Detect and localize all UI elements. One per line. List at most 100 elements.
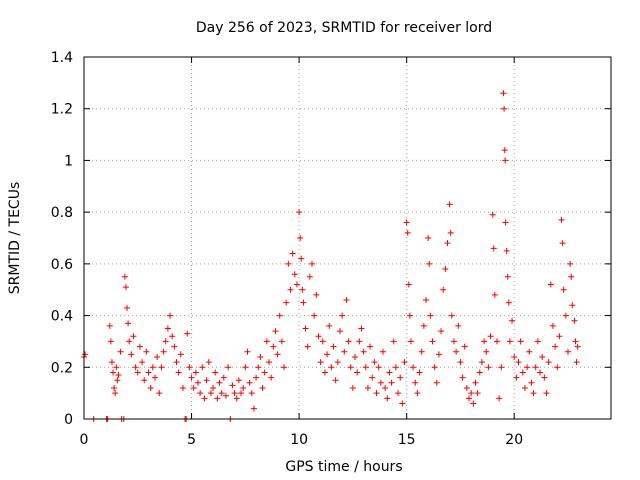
data-point (506, 338, 513, 345)
data-point (511, 353, 518, 360)
data-point (186, 364, 193, 371)
data-points (81, 90, 581, 422)
tick-labels: 0 0.2 0.4 0.6 0.8 1 1.2 1.4 0 5 10 15 20 (51, 50, 523, 448)
data-point (468, 390, 475, 397)
data-point (272, 328, 279, 335)
y-tick-label: 1 (64, 153, 73, 169)
data-point (300, 299, 307, 306)
x-tick-label: 0 (80, 432, 89, 448)
data-point (299, 286, 306, 293)
data-point (324, 351, 331, 358)
data-point (162, 338, 169, 345)
data-point (418, 348, 425, 355)
data-point (534, 338, 541, 345)
data-point (501, 105, 508, 112)
data-point (291, 271, 298, 278)
data-point (199, 364, 206, 371)
data-point (489, 211, 496, 218)
data-point (427, 312, 434, 319)
data-point (382, 384, 389, 391)
data-point (547, 281, 554, 288)
data-point (459, 374, 466, 381)
data-point (384, 395, 391, 402)
data-point (270, 343, 277, 350)
data-point (375, 364, 382, 371)
data-point (216, 379, 223, 386)
data-point (362, 364, 369, 371)
data-point (248, 390, 255, 397)
data-point (347, 364, 354, 371)
data-point (281, 364, 288, 371)
data-point (246, 379, 253, 386)
data-point (573, 359, 580, 366)
data-point (132, 364, 139, 371)
x-tick-label: 20 (505, 432, 523, 448)
data-point (261, 369, 268, 376)
data-point (235, 377, 242, 384)
data-point (405, 281, 412, 288)
data-point (339, 312, 346, 319)
data-point (446, 201, 453, 208)
data-point (276, 312, 283, 319)
data-point (493, 338, 500, 345)
data-point (349, 384, 356, 391)
data-point (440, 286, 447, 293)
data-point (358, 325, 365, 332)
data-point (111, 384, 118, 391)
data-point (136, 343, 143, 350)
data-point (218, 390, 225, 397)
data-point (425, 235, 432, 241)
data-point (401, 359, 408, 366)
data-point (569, 302, 576, 309)
data-point (519, 369, 526, 376)
data-point (309, 260, 316, 267)
data-point (438, 328, 445, 335)
data-point (233, 395, 240, 402)
data-point (487, 333, 494, 340)
data-point (559, 240, 566, 247)
y-tick-label: 0.4 (51, 309, 73, 325)
data-point (491, 291, 498, 298)
data-point (341, 348, 348, 355)
data-point (197, 390, 204, 397)
data-point (289, 250, 296, 257)
data-point (505, 299, 512, 306)
data-point (167, 312, 174, 319)
data-point (515, 359, 522, 366)
data-point (231, 390, 238, 397)
data-point (386, 369, 393, 376)
data-point (114, 377, 121, 384)
data-point (220, 374, 227, 381)
data-point (567, 260, 574, 267)
data-point (532, 364, 539, 371)
data-point (222, 392, 229, 399)
data-point (321, 369, 328, 376)
data-point (319, 338, 326, 345)
data-point (274, 351, 281, 358)
y-tick-label: 0.2 (51, 360, 73, 376)
data-point (509, 317, 516, 324)
data-point (448, 312, 455, 319)
data-point (128, 351, 135, 358)
data-point (568, 273, 575, 280)
data-point (528, 379, 535, 386)
y-tick-label: 0.6 (51, 257, 73, 273)
data-point (560, 286, 567, 293)
data-point (496, 395, 503, 402)
data-point (115, 372, 122, 379)
data-point (472, 379, 479, 386)
data-point (426, 260, 433, 267)
data-point (541, 374, 548, 381)
data-point (190, 384, 197, 391)
data-point (345, 338, 352, 345)
x-axis-label: GPS time / hours (285, 459, 402, 475)
data-point (517, 338, 524, 345)
data-point (225, 364, 232, 371)
data-point (195, 379, 202, 386)
data-point (352, 353, 359, 360)
data-point (450, 338, 457, 345)
data-point (364, 384, 371, 391)
data-point (397, 374, 404, 381)
data-point (143, 348, 150, 355)
data-point (293, 281, 300, 288)
